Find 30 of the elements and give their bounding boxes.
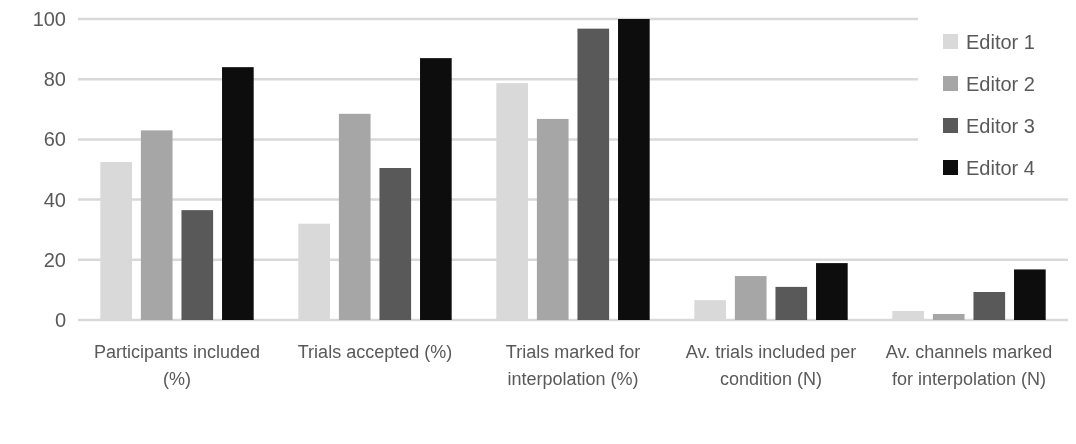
legend-label: Editor 2 <box>966 73 1035 95</box>
y-tick-label: 100 <box>32 8 66 30</box>
x-tick-label: Trials marked for interpolation (%) <box>505 342 641 389</box>
bar <box>536 118 569 320</box>
bar <box>1014 269 1046 320</box>
bar <box>140 130 173 320</box>
bar <box>577 28 610 320</box>
y-tick-label: 60 <box>43 128 66 151</box>
bar <box>775 286 808 320</box>
bar <box>932 313 965 320</box>
y-tick-label: 40 <box>43 188 66 211</box>
bar <box>734 276 767 320</box>
x-tick-label: Av. channels marked for interpolation (N) <box>885 342 1053 389</box>
x-tick-label: Av. trials included per condition (N) <box>685 342 857 389</box>
x-tick-label: Participants included (%) <box>93 342 261 389</box>
bar <box>222 67 254 320</box>
bar <box>618 19 650 320</box>
y-tick-label: 20 <box>43 248 66 271</box>
y-tick-label: 0 <box>54 309 66 331</box>
legend-label: Editor 3 <box>966 115 1035 137</box>
y-tick-label: 80 <box>43 68 66 91</box>
bar <box>338 113 371 320</box>
bar <box>973 292 1006 320</box>
legend-label: Editor 1 <box>966 31 1035 53</box>
bar <box>379 168 412 320</box>
bar <box>816 263 848 320</box>
bar <box>420 58 452 320</box>
x-tick-label: Trials accepted (%) <box>297 342 453 362</box>
legend-label: Editor 4 <box>966 157 1035 179</box>
bar <box>181 210 214 320</box>
